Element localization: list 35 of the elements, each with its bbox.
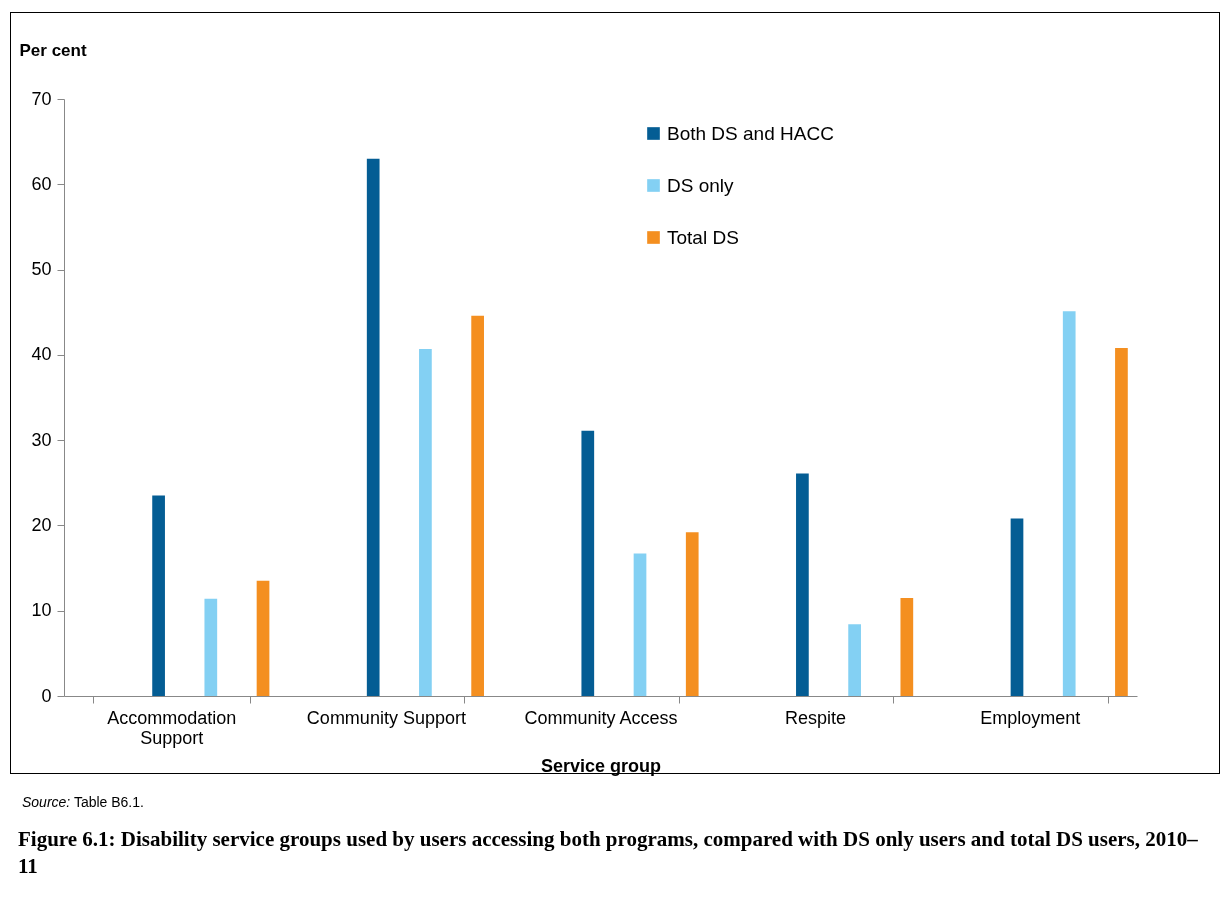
x-tick-label: Community Access	[524, 707, 678, 728]
legend-label: Both DS and HACC	[667, 122, 834, 144]
legend-label: Total DS	[667, 226, 739, 248]
y-tick-label: 30	[31, 429, 52, 450]
bar	[471, 315, 484, 696]
y-axis-title: Per cent	[19, 40, 87, 60]
bar	[256, 580, 270, 696]
bar	[152, 495, 165, 696]
bar	[1010, 518, 1024, 696]
bar	[1115, 348, 1128, 696]
y-tick-label: 70	[31, 88, 52, 109]
y-tick-label: 50	[31, 259, 52, 280]
bar	[848, 624, 861, 696]
y-tick-label: 10	[31, 600, 52, 621]
x-tick-label: Community Support	[306, 707, 466, 728]
x-tick-label: Employment	[980, 707, 1081, 728]
bar	[1062, 311, 1076, 696]
legend-label: DS only	[667, 174, 735, 196]
bar	[581, 430, 595, 696]
y-tick-label: 20	[31, 514, 52, 535]
bar	[633, 553, 647, 696]
y-tick-label: 0	[41, 685, 52, 706]
bar	[419, 348, 432, 696]
x-tick-label: Respite	[785, 707, 847, 728]
y-tick-label: 40	[31, 344, 52, 365]
x-tick-label: Accommodation Support	[107, 707, 237, 748]
bar	[900, 597, 914, 696]
source-note: Source: Table B6.1.	[22, 794, 144, 810]
y-tick-label: 60	[31, 173, 52, 194]
bar	[685, 532, 699, 696]
bar	[796, 473, 809, 696]
x-axis-title: Service group	[540, 755, 662, 776]
bar	[204, 598, 218, 696]
bar	[366, 158, 380, 696]
text: Figure 6.1: Disability service groups used by users accessing both programs, compared with DS only users and total DS users, 2010–11	[18, 826, 1199, 880]
